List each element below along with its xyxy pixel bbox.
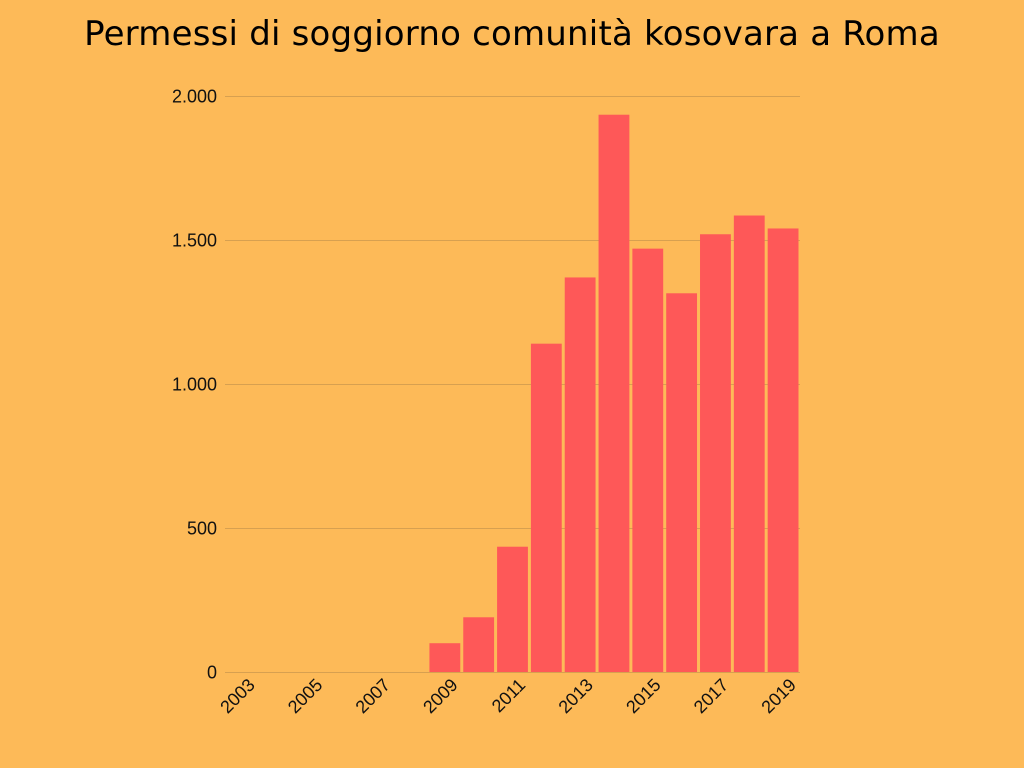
x-tick-label: 2003 bbox=[216, 675, 258, 717]
x-tick-label: 2011 bbox=[488, 675, 530, 717]
bar-2017 bbox=[700, 234, 731, 673]
y-tick-label: 1.000 bbox=[172, 375, 217, 395]
bar-2010 bbox=[463, 617, 495, 672]
bar-2013 bbox=[564, 277, 596, 672]
bar-2011 bbox=[497, 546, 528, 672]
x-tick-label: 2017 bbox=[690, 675, 732, 717]
x-tick-label: 2015 bbox=[622, 675, 664, 717]
bars bbox=[429, 114, 799, 673]
bar-2018 bbox=[733, 215, 765, 672]
bar-2019 bbox=[767, 228, 799, 673]
y-tick-label: 500 bbox=[187, 519, 217, 539]
x-tick-label: 2019 bbox=[757, 675, 799, 717]
bar-2015 bbox=[632, 248, 664, 672]
y-tick-label: 2.000 bbox=[172, 87, 217, 107]
y-tick-label: 0 bbox=[207, 663, 217, 683]
x-tick-label: 2009 bbox=[419, 675, 461, 717]
x-tick-label: 2007 bbox=[352, 675, 394, 717]
x-tick-label: 2013 bbox=[555, 675, 597, 717]
x-tick-label: 2005 bbox=[284, 675, 326, 717]
x-axis-ticks: 2003 2005 2007 2009 2011 2013 2015 2017 2019 bbox=[216, 675, 800, 717]
bar-2014 bbox=[598, 114, 630, 673]
bar-2012 bbox=[530, 343, 562, 672]
chart-title: Permessi di soggiorno comunità kosovara … bbox=[84, 14, 940, 54]
y-axis-ticks: 0 500 1.000 1.500 2.000 bbox=[172, 87, 217, 683]
y-tick-label: 1.500 bbox=[172, 231, 217, 251]
bar-2009 bbox=[429, 643, 461, 672]
bar-2016 bbox=[666, 293, 698, 672]
